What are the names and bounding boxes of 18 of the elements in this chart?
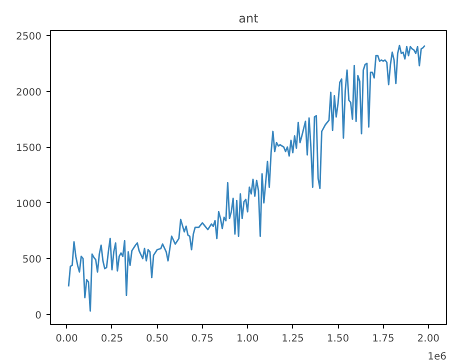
y-tick-label: 1500 <box>16 143 42 154</box>
x-tick-label: 0.75 <box>191 334 214 344</box>
x-tick-label: 1.25 <box>282 334 304 344</box>
line-series <box>68 44 426 312</box>
y-tick-label: 2500 <box>16 32 42 43</box>
y-tick-label: 0 <box>35 310 42 322</box>
x-tick-label: 0.25 <box>100 334 124 344</box>
text: 1e6 <box>428 352 447 362</box>
x-tick-label: 2.00 <box>417 334 440 344</box>
y-tick-label: 2000 <box>16 87 42 98</box>
chart-title: ant <box>238 12 259 26</box>
x-tick-label: 0.00 <box>56 334 78 344</box>
x-tick-label: 0.50 <box>146 334 168 344</box>
y-tick-label: 500 <box>22 254 42 266</box>
x-tick-label: 1.75 <box>372 334 394 344</box>
x-tick-label: 1.50 <box>326 334 350 344</box>
x-tick-label: 1.00 <box>236 334 259 344</box>
y-tick-label: 1000 <box>16 198 42 210</box>
